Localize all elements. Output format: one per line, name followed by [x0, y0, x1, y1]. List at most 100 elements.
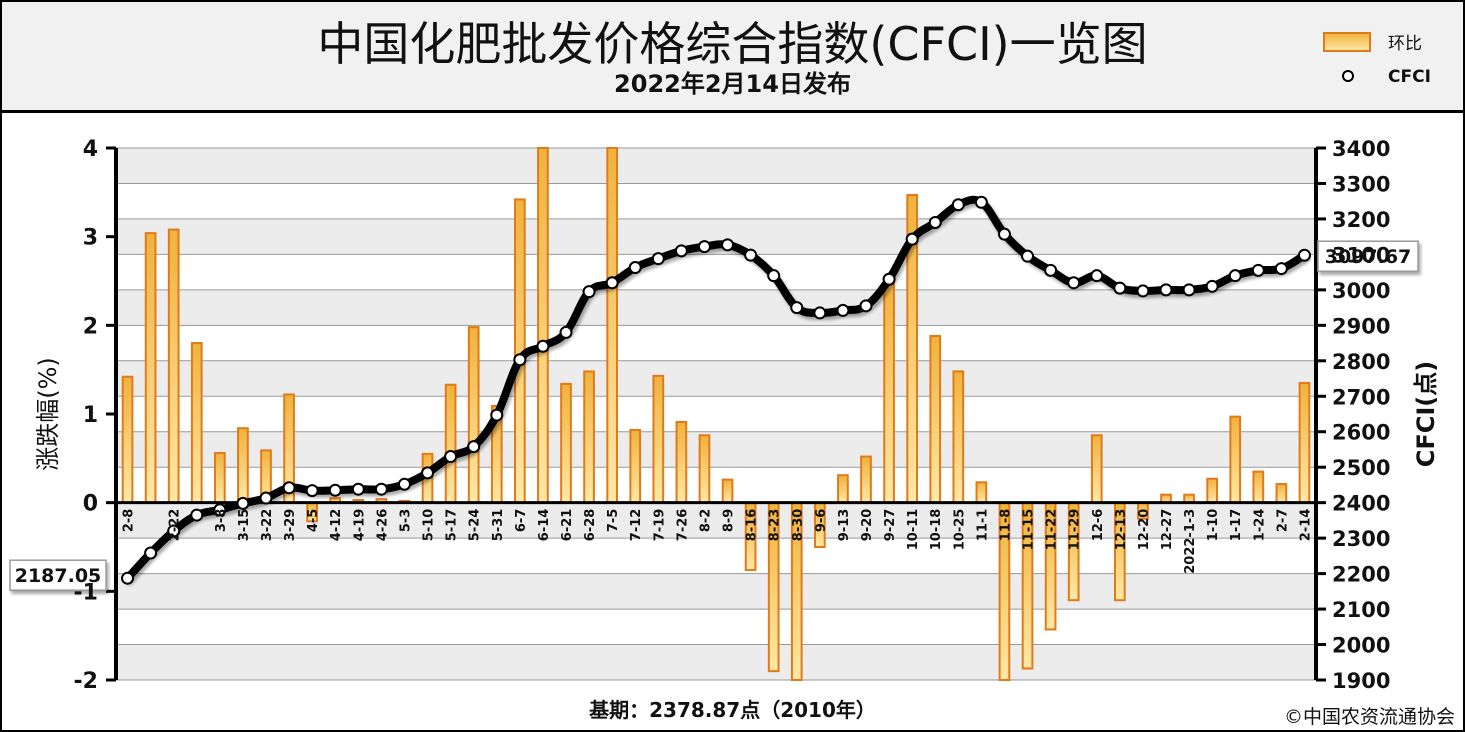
- bar: [214, 452, 226, 504]
- bar: [883, 280, 895, 504]
- first-value-label: 2187.05: [15, 565, 102, 587]
- left-tick-label: 4: [83, 137, 98, 162]
- cfci-marker: [444, 450, 458, 464]
- cfci-marker: [582, 285, 596, 299]
- x-tick-label: 12-6: [1091, 509, 1106, 542]
- x-tick-label: 10-18: [929, 509, 944, 551]
- bar: [975, 481, 988, 504]
- cfci-marker: [236, 496, 250, 510]
- cfci-marker: [1021, 249, 1035, 263]
- left-tick-label: 1: [83, 403, 98, 428]
- cfci-marker: [1113, 281, 1127, 295]
- x-tick-label: 3-8: [214, 509, 229, 532]
- grid-band: [116, 289, 1316, 326]
- right-tick-label: 1900: [1332, 669, 1390, 693]
- cfci-marker: [905, 232, 919, 246]
- line-series: 2187.05 3097.67: [9, 195, 1419, 591]
- cfci-marker: [1297, 248, 1311, 262]
- bar: [537, 147, 549, 504]
- y-right-axis-title: CFCI(点): [1412, 361, 1440, 468]
- cfci-marker: [351, 482, 365, 496]
- left-tick-label: -2: [74, 669, 98, 694]
- x-tick-label: 8-16: [745, 509, 760, 542]
- cfci-marker: [536, 339, 550, 353]
- cfci-marker: [328, 483, 342, 497]
- bar: [560, 382, 572, 504]
- right-tick-label: 2800: [1332, 350, 1390, 374]
- cfci-marker: [859, 299, 873, 313]
- bar: [860, 455, 872, 504]
- bar: [698, 434, 711, 504]
- right-tick-label: 3100: [1332, 243, 1390, 267]
- copyright: ©中国农资流通协会: [1283, 706, 1455, 728]
- cfci-marker: [121, 571, 135, 585]
- cfci-marker: [744, 248, 758, 262]
- x-tick-label: 5-17: [445, 509, 460, 542]
- cfci-marker: [1159, 283, 1173, 297]
- x-tick-label: 7-19: [652, 509, 667, 542]
- x-tick-label: 12-13: [1114, 509, 1129, 551]
- right-tick-label: 2900: [1332, 314, 1390, 338]
- cfci-marker: [628, 261, 642, 275]
- cfci-marker: [421, 466, 435, 480]
- right-tick-label: 3400: [1332, 137, 1390, 161]
- bar: [144, 232, 157, 504]
- cfci-marker: [259, 491, 273, 505]
- x-tick-label: 1-24: [1252, 509, 1267, 542]
- x-tick-label: 9-20: [860, 509, 875, 542]
- x-tick-label: 11-29: [1068, 509, 1083, 551]
- bar: [237, 427, 249, 504]
- cfci-marker: [836, 303, 850, 317]
- x-tick-label: 7-5: [606, 509, 621, 532]
- bar: [629, 428, 642, 504]
- cfci-marker: [1205, 279, 1219, 293]
- legend-line-marker: [1342, 70, 1354, 82]
- base-note: 基期：2378.87点（2010年）: [589, 698, 876, 722]
- x-tick-label: 3-29: [283, 509, 298, 542]
- cfci-marker: [882, 272, 896, 286]
- grid-bands: [116, 148, 1316, 680]
- x-tick-label: 8-30: [791, 509, 806, 542]
- cfci-marker: [1274, 262, 1288, 276]
- right-tick-label: 2600: [1332, 421, 1390, 445]
- x-tick-label: 5-3: [398, 509, 413, 532]
- grid-band: [116, 218, 1316, 255]
- cfci-marker: [144, 546, 158, 560]
- right-tick-label: 2100: [1332, 598, 1390, 622]
- grid-band: [116, 360, 1316, 397]
- chart-title: 中国化肥批发价格综合指数(CFCI)一览图: [317, 17, 1148, 71]
- x-tick-label: 11-8: [998, 509, 1013, 542]
- x-tick-label: 11-22: [1045, 509, 1060, 551]
- bar: [837, 474, 849, 504]
- cfci-marker: [513, 353, 527, 367]
- cfci-marker: [397, 477, 411, 491]
- x-tick-label: 12-27: [1160, 509, 1175, 551]
- cfci-marker: [697, 240, 711, 254]
- bar: [1252, 470, 1265, 504]
- bar: [1206, 477, 1219, 504]
- x-tick-label: 2-14: [1298, 509, 1313, 542]
- bar: [721, 478, 734, 504]
- x-tick-label: 6-14: [537, 509, 552, 542]
- axis-labels: -2 -1 0 1 2 3 4 1900 2000 2100 2200 2300 2400 2500 260…: [34, 137, 1440, 694]
- cfci-marker: [721, 238, 735, 252]
- grid-band: [116, 573, 1316, 610]
- right-tick-label: 2000: [1332, 634, 1390, 658]
- right-tick-label: 2500: [1332, 456, 1390, 480]
- last-value-box: [1317, 240, 1419, 272]
- cfci-marker: [767, 269, 781, 283]
- right-tick-label: 2400: [1332, 492, 1390, 516]
- cfci-marker: [974, 195, 988, 209]
- bar-series: [121, 147, 1311, 681]
- left-tick-label: 3: [83, 226, 98, 251]
- legend-line-label: CFCI: [1388, 67, 1431, 87]
- bar: [606, 147, 618, 504]
- cfci-marker: [490, 408, 504, 422]
- x-tick-label: 4-19: [352, 509, 367, 542]
- bar: [1090, 434, 1103, 504]
- x-tick-label: 6-21: [560, 509, 575, 542]
- cfci-marker: [1251, 263, 1265, 277]
- bar: [467, 326, 480, 504]
